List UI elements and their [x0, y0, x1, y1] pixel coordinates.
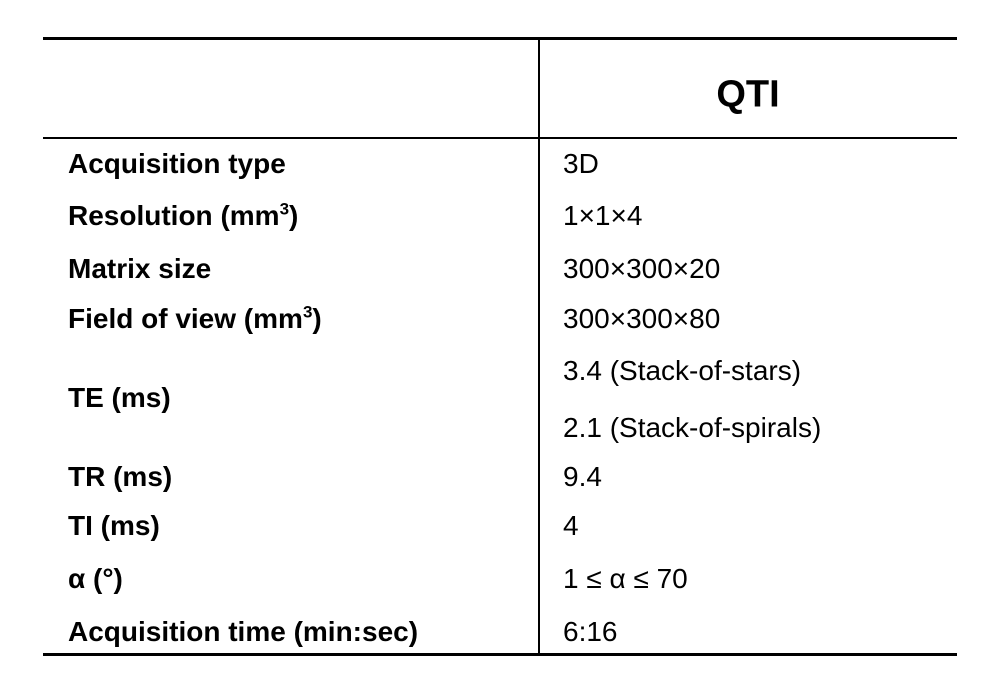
row-value-acquisition-time: 6:16 [563, 616, 618, 647]
label-end: ) [289, 200, 299, 231]
row-label-acquisition-time: Acquisition time (min:sec) [68, 616, 419, 647]
row-value-alpha: 1 ≤ α ≤ 70 [563, 563, 688, 594]
row-label-te: TE (ms) [68, 382, 171, 413]
header-rule [43, 137, 957, 139]
row-value-te-spirals: 2.1 (Stack-of-spirals) [563, 412, 822, 443]
label-text: Field of view (mm [68, 303, 303, 334]
label-end: ) [312, 303, 322, 334]
row-label-acquisition-type: Acquisition type [68, 148, 286, 179]
column-header-qti: QTI [716, 73, 780, 116]
row-value-ti: 4 [563, 510, 579, 541]
bottom-rule [43, 653, 957, 656]
row-value-tr: 9.4 [563, 461, 602, 492]
row-label-alpha: α (°) [68, 563, 123, 594]
label-superscript: 3 [279, 199, 290, 219]
row-value-te-stars: 3.4 (Stack-of-stars) [563, 355, 802, 386]
top-rule [43, 37, 957, 40]
row-value-acquisition-type: 3D [563, 148, 599, 179]
row-label-matrix-size: Matrix size [68, 253, 212, 284]
row-label-resolution: Resolution (mm3) [68, 200, 298, 232]
row-label-tr: TR (ms) [68, 461, 173, 492]
column-divider [538, 37, 540, 656]
row-label-ti: TI (ms) [68, 510, 160, 541]
row-label-field-of-view: Field of view (mm3) [68, 303, 322, 335]
row-value-resolution: 1×1×4 [563, 200, 643, 231]
row-value-matrix-size: 300×300×20 [563, 253, 721, 284]
label-superscript: 3 [302, 302, 313, 322]
row-value-field-of-view: 300×300×80 [563, 303, 721, 334]
label-text: Resolution (mm [68, 200, 280, 231]
